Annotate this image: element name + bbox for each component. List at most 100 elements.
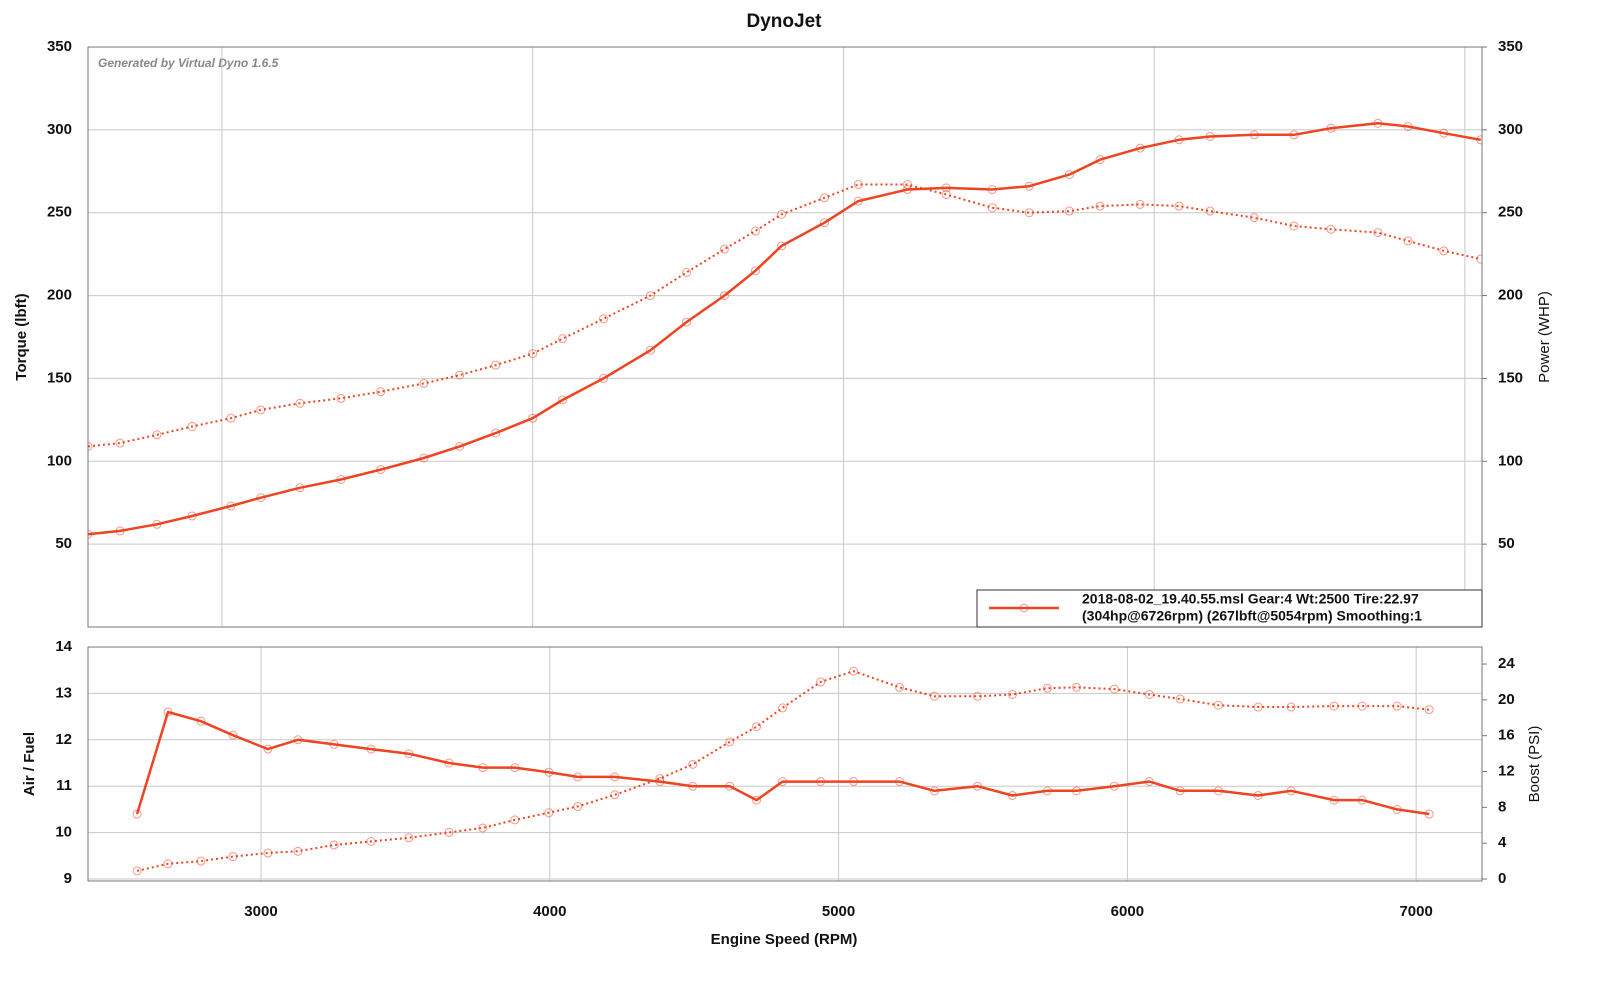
data-point xyxy=(1072,786,1082,796)
data-point xyxy=(599,373,609,383)
data-point xyxy=(1373,228,1383,238)
data-point xyxy=(1213,700,1223,710)
data-point xyxy=(1109,684,1119,694)
y-axis-label: Torque (lbft) xyxy=(13,293,30,380)
data-point xyxy=(1064,170,1074,180)
y-tick-label: 350 xyxy=(47,38,72,55)
data-point xyxy=(655,777,665,787)
data-point xyxy=(404,749,414,759)
data-point xyxy=(1042,683,1052,693)
series-line xyxy=(136,670,1430,872)
data-point xyxy=(163,707,173,717)
data-point xyxy=(419,378,429,388)
data-point xyxy=(1249,130,1259,140)
y2-tick-label: 8 xyxy=(1498,798,1506,815)
data-point xyxy=(491,428,501,438)
data-point xyxy=(1286,786,1296,796)
data-point xyxy=(1326,224,1336,234)
data-point xyxy=(849,666,859,676)
y2-tick-label: 50 xyxy=(1498,535,1515,552)
x-tick-label: 7000 xyxy=(1399,903,1432,920)
data-point xyxy=(1213,786,1223,796)
data-point xyxy=(1424,705,1434,715)
data-point xyxy=(681,317,691,327)
data-point xyxy=(115,438,125,448)
data-point xyxy=(152,430,162,440)
data-point xyxy=(1144,689,1154,699)
data-point xyxy=(263,744,273,754)
data-point xyxy=(404,833,414,843)
data-point xyxy=(163,859,173,869)
data-point xyxy=(228,852,238,862)
data-point xyxy=(510,815,520,825)
data-point xyxy=(1476,254,1482,264)
y-axis-label: Air / Fuel xyxy=(21,732,38,796)
data-point xyxy=(196,856,206,866)
y2-tick-label: 150 xyxy=(1498,369,1523,386)
data-point xyxy=(1007,689,1017,699)
data-point xyxy=(1205,131,1215,141)
data-point xyxy=(752,795,762,805)
y2-tick-label: 200 xyxy=(1498,287,1523,304)
data-point xyxy=(558,395,568,405)
data-point xyxy=(778,703,788,713)
data-point xyxy=(1326,123,1336,133)
data-point xyxy=(1289,130,1299,140)
data-point xyxy=(263,848,273,858)
data-point xyxy=(1392,804,1402,814)
data-point xyxy=(115,526,125,536)
data-point xyxy=(1135,199,1145,209)
y-tick-label: 12 xyxy=(55,731,72,748)
data-point xyxy=(478,823,488,833)
x-tick-label: 6000 xyxy=(1111,903,1144,920)
y-tick-label: 9 xyxy=(64,870,72,887)
data-point xyxy=(819,193,829,203)
chart-title: DynoJet xyxy=(747,11,823,32)
data-point xyxy=(1249,213,1259,223)
data-point xyxy=(1329,701,1339,711)
data-point xyxy=(1072,682,1082,692)
data-point xyxy=(329,739,339,749)
data-point xyxy=(895,682,905,692)
data-point xyxy=(187,421,197,431)
data-point xyxy=(1476,135,1482,145)
data-point xyxy=(655,774,665,784)
data-point xyxy=(1175,694,1185,704)
y-tick-label: 13 xyxy=(55,684,72,701)
y-tick-label: 50 xyxy=(55,535,72,552)
y-tick-label: 11 xyxy=(56,777,72,794)
data-point xyxy=(819,218,829,228)
data-point xyxy=(376,387,386,397)
data-point xyxy=(719,244,729,254)
plot-frame xyxy=(87,46,1483,628)
data-point xyxy=(1373,118,1383,128)
data-point xyxy=(1024,208,1034,218)
data-point xyxy=(1329,795,1339,805)
plot-area xyxy=(132,666,1434,876)
y2-tick-label: 12 xyxy=(1498,762,1515,779)
data-point xyxy=(987,203,997,213)
data-point xyxy=(366,744,376,754)
data-point xyxy=(478,763,488,773)
series-line xyxy=(135,710,1430,816)
data-point xyxy=(293,735,303,745)
y2-tick-label: 300 xyxy=(1498,121,1523,138)
plot-area xyxy=(88,118,1482,539)
data-point xyxy=(1253,790,1263,800)
data-point xyxy=(1357,795,1367,805)
data-point xyxy=(132,809,142,819)
data-point xyxy=(1024,181,1034,191)
y2-tick-label: 20 xyxy=(1498,691,1515,708)
legend-label: 2018-08-02_19.40.55.msl Gear:4 Wt:2500 T… xyxy=(1082,591,1419,607)
data-point xyxy=(1392,701,1402,711)
y-tick-label: 250 xyxy=(47,204,72,221)
y2-tick-label: 4 xyxy=(1498,834,1507,851)
data-point xyxy=(528,413,538,423)
data-point xyxy=(152,519,162,529)
data-point xyxy=(336,393,346,403)
data-point xyxy=(366,836,376,846)
data-point xyxy=(1424,809,1434,819)
data-point xyxy=(777,241,787,251)
data-point xyxy=(544,767,554,777)
